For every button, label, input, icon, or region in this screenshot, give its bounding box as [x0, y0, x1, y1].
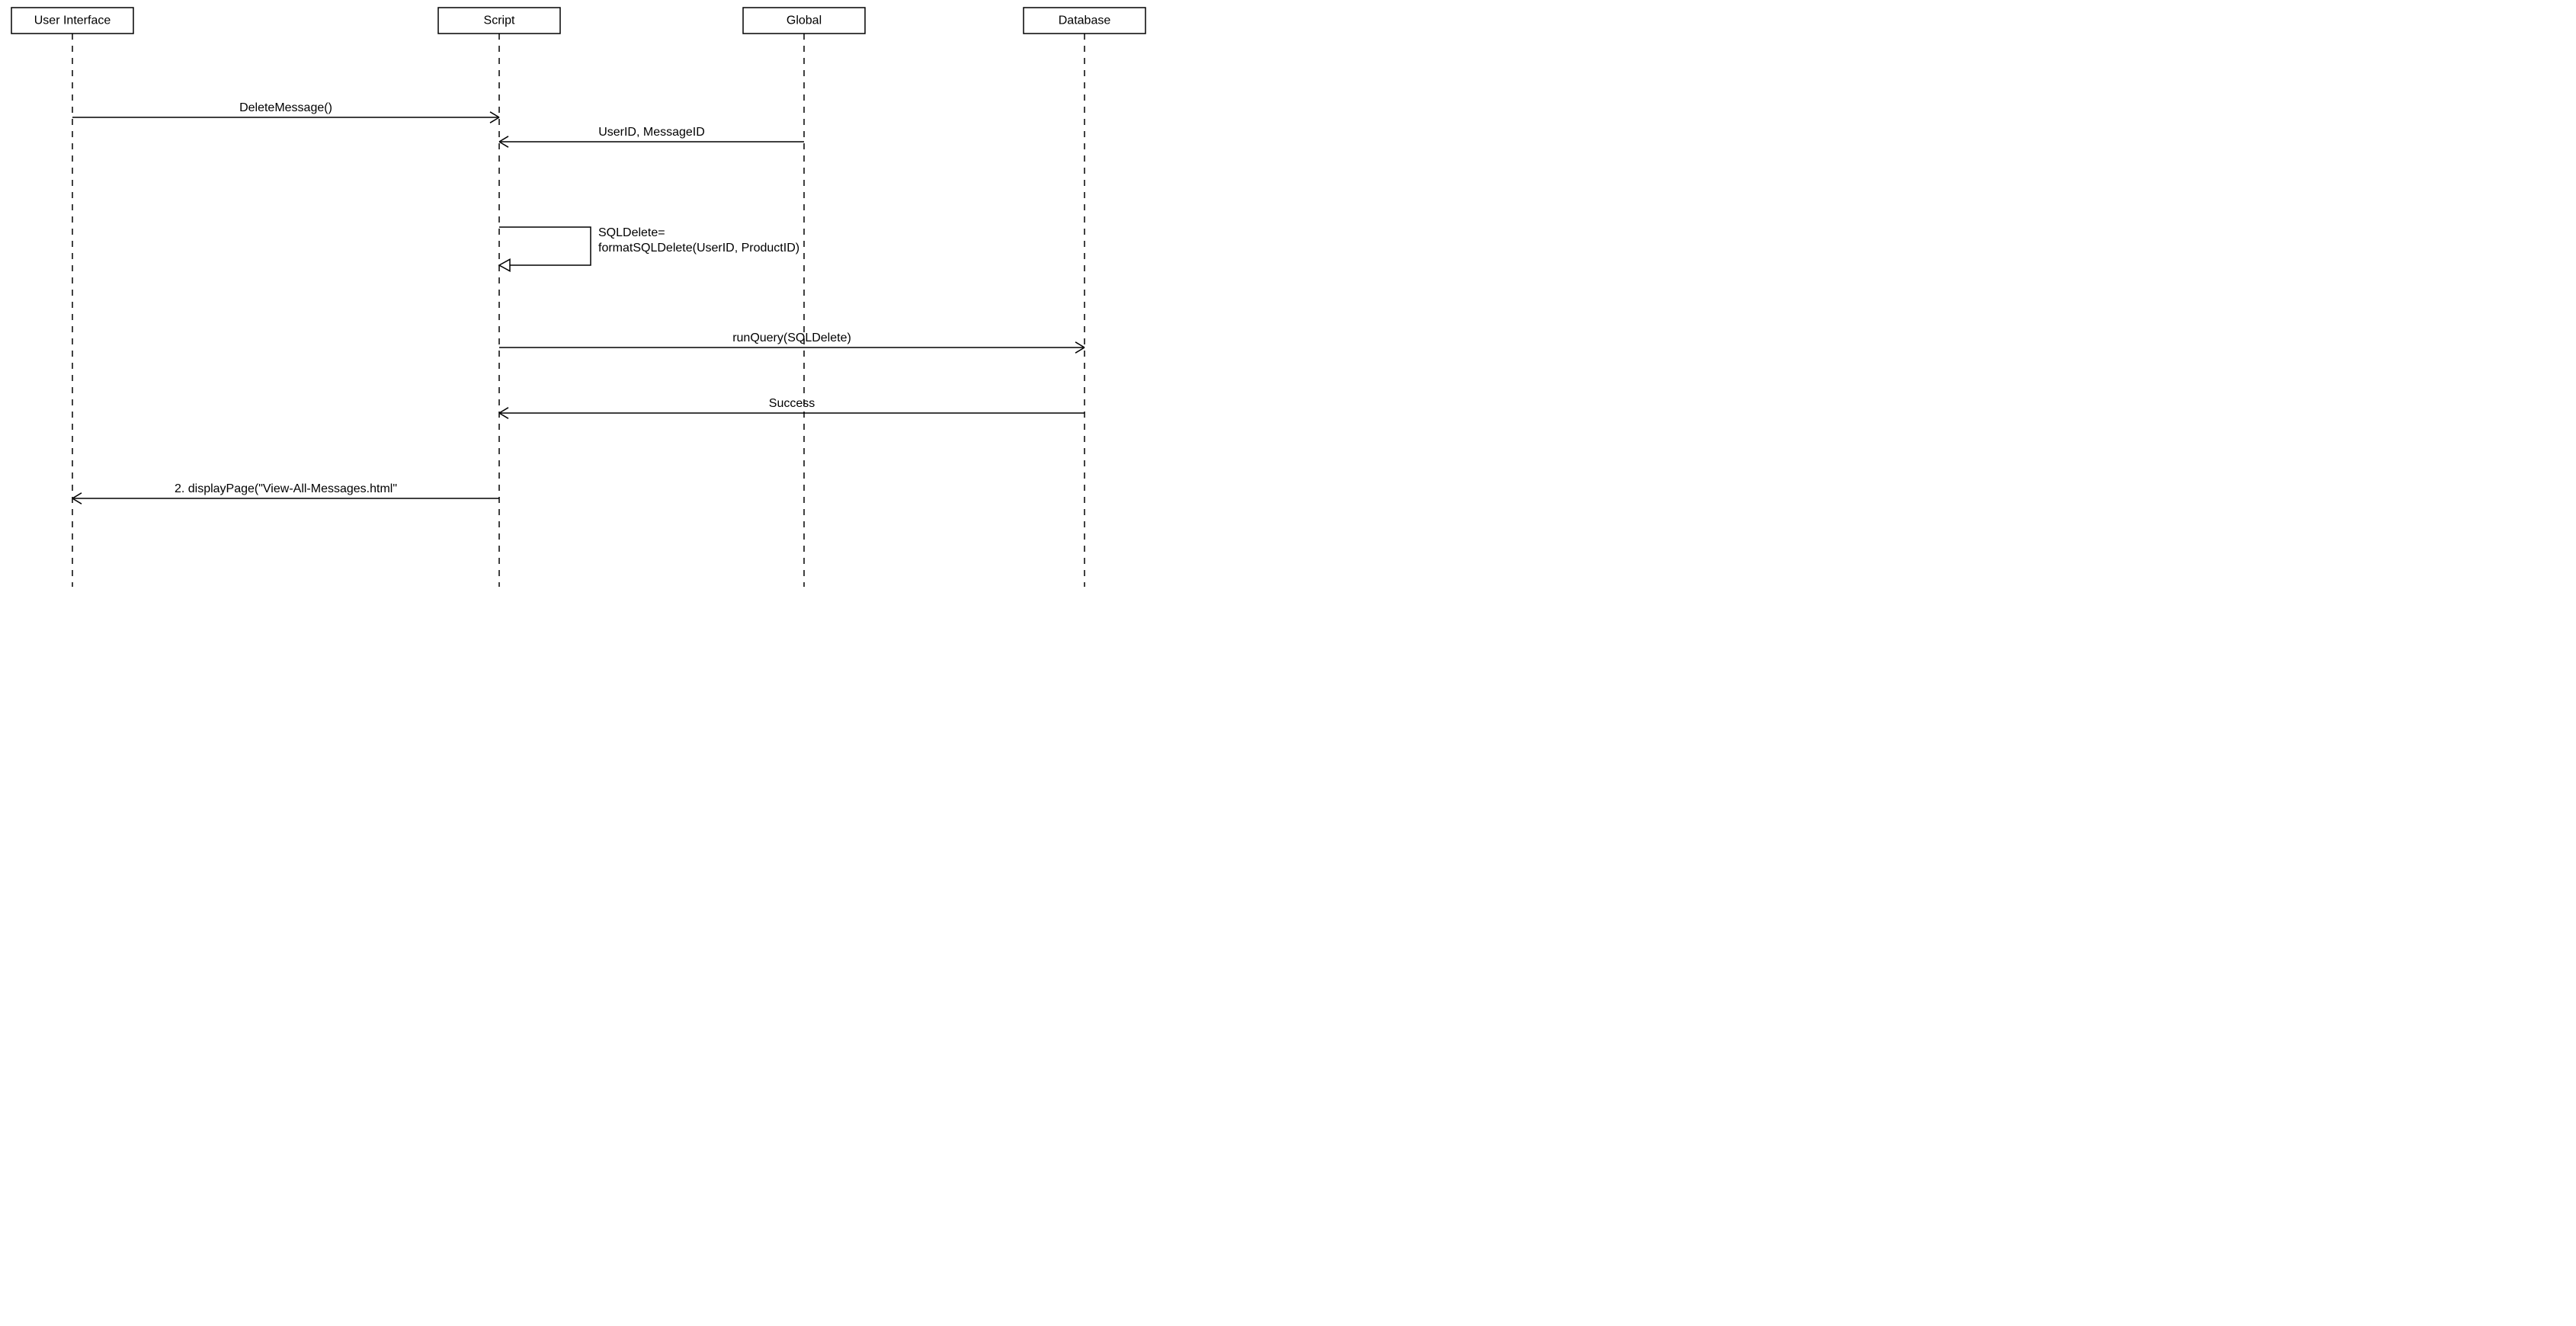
participant-script: Script	[438, 8, 560, 34]
message-0: DeleteMessage()	[72, 101, 499, 123]
message-3: runQuery(SQLDelete)	[499, 332, 1085, 353]
message-2: SQLDelete= formatSQLDelete(UserID, Produc…	[499, 226, 799, 271]
messages-layer: DeleteMessage() UserID, MessageID SQLDelet…	[72, 101, 1085, 504]
message-4: Success	[499, 397, 1085, 418]
sequence-diagram: DeleteMessage() UserID, MessageID SQLDelet…	[0, 0, 1158, 596]
message-label: Success	[769, 397, 815, 410]
participant-label: Global	[787, 14, 822, 27]
message-label: runQuery(SQLDelete)	[732, 332, 851, 344]
message-label: UserID, MessageID	[598, 126, 705, 139]
participant-boxes: User Interface Script Global Database	[11, 8, 1145, 34]
message-label: SQLDelete=	[598, 226, 665, 239]
participant-label: Database	[1059, 14, 1111, 27]
message-1: UserID, MessageID	[499, 126, 804, 147]
participant-label: User Interface	[34, 14, 111, 27]
participant-database: Database	[1024, 8, 1145, 34]
message-label: DeleteMessage()	[239, 101, 332, 114]
message-5: 2. displayPage("View-All-Messages.html"	[72, 482, 499, 504]
message-label: formatSQLDelete(UserID, ProductID)	[598, 242, 799, 255]
lifelines-layer	[72, 34, 1085, 587]
participant-ui: User Interface	[11, 8, 133, 34]
participant-global: Global	[743, 8, 865, 34]
participant-label: Script	[484, 14, 515, 27]
message-label: 2. displayPage("View-All-Messages.html"	[175, 482, 397, 495]
